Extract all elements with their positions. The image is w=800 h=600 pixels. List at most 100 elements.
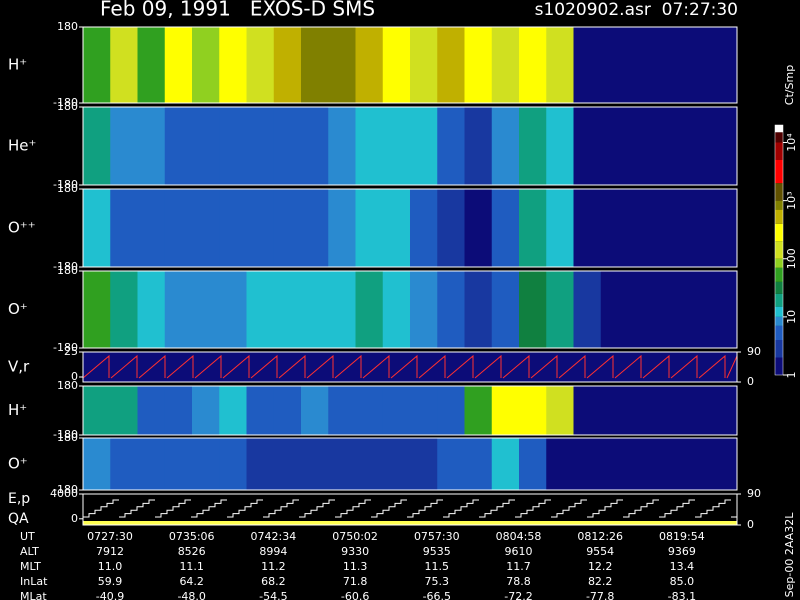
- spectrogram-column: [491, 438, 520, 490]
- spectrogram-column: [192, 189, 220, 267]
- cell: 9330: [341, 545, 369, 558]
- spectrogram-column: [110, 27, 138, 103]
- spectrogram-column: [628, 27, 656, 103]
- panel-label: QA: [8, 511, 29, 527]
- panel-label: O⁺: [8, 455, 28, 473]
- cell: 59.9: [98, 575, 123, 588]
- spectrogram-column: [273, 189, 302, 267]
- spectrogram-column: [382, 189, 411, 267]
- cell: 13.4: [670, 560, 695, 573]
- cell: 9610: [505, 545, 533, 558]
- spectrogram-column: [600, 438, 629, 490]
- y-tick-label: 4000: [50, 487, 78, 500]
- cell: 9535: [423, 545, 451, 558]
- spectrogram-column: [628, 189, 656, 267]
- spectrogram-column: [464, 271, 493, 348]
- cell: 11.7: [506, 560, 531, 573]
- spectrogram-column: [219, 189, 247, 267]
- spectrogram-column: [355, 27, 384, 103]
- spectrogram-column: [273, 107, 302, 185]
- colorbar-band: [775, 159, 783, 184]
- spectrogram-column: [410, 189, 438, 267]
- spectrogram-column: [655, 271, 683, 348]
- cell: 7912: [96, 545, 124, 558]
- y2-tick-label: 0: [747, 518, 754, 531]
- spectrogram-column: [355, 107, 384, 185]
- spectrogram-column: [328, 27, 356, 103]
- panel-label: O⁺⁺: [8, 219, 36, 237]
- spectrogram-column: [83, 107, 111, 185]
- colorbar-tick-label: 1: [785, 372, 798, 379]
- cell: 0812:26: [577, 530, 623, 543]
- cell: 68.2: [261, 575, 286, 588]
- spectrogram-column: [709, 438, 738, 490]
- spectrogram-column: [628, 438, 656, 490]
- spectrogram-column: [219, 438, 247, 490]
- cell: 71.8: [343, 575, 368, 588]
- spectrogram-column: [219, 271, 247, 348]
- panel-frame: [82, 437, 738, 491]
- spectrogram-column: [110, 107, 138, 185]
- spectrogram-column: [137, 386, 166, 435]
- spectrogram-column: [301, 386, 329, 435]
- spectrogram-column: [573, 438, 602, 490]
- spectrogram-column: [709, 107, 738, 185]
- cell: 0804:58: [496, 530, 542, 543]
- spectrogram-column: [546, 438, 574, 490]
- spectrogram-column: [491, 386, 520, 435]
- panel-label: H⁺: [8, 401, 27, 419]
- spectrogram-column: [192, 438, 220, 490]
- spectrogram-column: [219, 386, 247, 435]
- cell: 82.2: [588, 575, 613, 588]
- y-tick-label: 0: [71, 370, 78, 383]
- row-label: MLT: [20, 560, 41, 573]
- spectrogram-column: [192, 271, 220, 348]
- y-tick-label: -180: [53, 260, 78, 273]
- spectrogram-column: [682, 189, 711, 267]
- y-tick-label: -180: [53, 178, 78, 191]
- cell: 11.0: [98, 560, 123, 573]
- panel-frame: [82, 270, 738, 349]
- spectrogram-column: [655, 386, 683, 435]
- colorbar-band: [775, 306, 783, 317]
- y-tick-label: 180: [57, 20, 78, 33]
- y-tick-label: 25: [64, 345, 78, 358]
- spectrogram-column: [110, 386, 138, 435]
- spectrogram-column: [437, 27, 465, 103]
- spectrogram-column: [137, 438, 166, 490]
- colorbar-band: [775, 183, 783, 201]
- spectrogram-column: [709, 271, 738, 348]
- spectrogram-column: [519, 107, 547, 185]
- spectrogram-column: [164, 27, 193, 103]
- spectrogram-column: [301, 438, 329, 490]
- cell: 0819:54: [659, 530, 705, 543]
- colorbar-band: [775, 340, 783, 358]
- spectrogram-column: [410, 107, 438, 185]
- file-label: s1020902.asr 07:27:30: [535, 0, 738, 20]
- spectrogram-column: [628, 386, 656, 435]
- spectrogram-column: [301, 27, 329, 103]
- spectrogram-column: [246, 189, 275, 267]
- spectrogram-column: [246, 386, 275, 435]
- spectrogram-column: [628, 107, 656, 185]
- spectrogram-column: [246, 107, 275, 185]
- spectrogram-column: [437, 386, 465, 435]
- spectrogram-column: [137, 27, 166, 103]
- spectrogram-column: [328, 189, 356, 267]
- y2-tick-label: 90: [747, 345, 761, 358]
- spectrogram-column: [410, 438, 438, 490]
- spectrogram-column: [546, 27, 574, 103]
- y2-tick-label: 0: [747, 375, 754, 388]
- cell: 0735:06: [169, 530, 215, 543]
- spectrogram-column: [164, 438, 193, 490]
- spectrogram-column: [573, 107, 602, 185]
- colorbar-band: [775, 293, 783, 307]
- spectrogram-column: [464, 386, 493, 435]
- spectrogram-column: [655, 189, 683, 267]
- panel-label: He⁺: [8, 137, 36, 155]
- panel-label: E,p: [8, 491, 30, 507]
- cell: 8994: [259, 545, 287, 558]
- panel-frame: [82, 26, 738, 104]
- spectrogram-column: [83, 27, 111, 103]
- spectrogram-column: [410, 271, 438, 348]
